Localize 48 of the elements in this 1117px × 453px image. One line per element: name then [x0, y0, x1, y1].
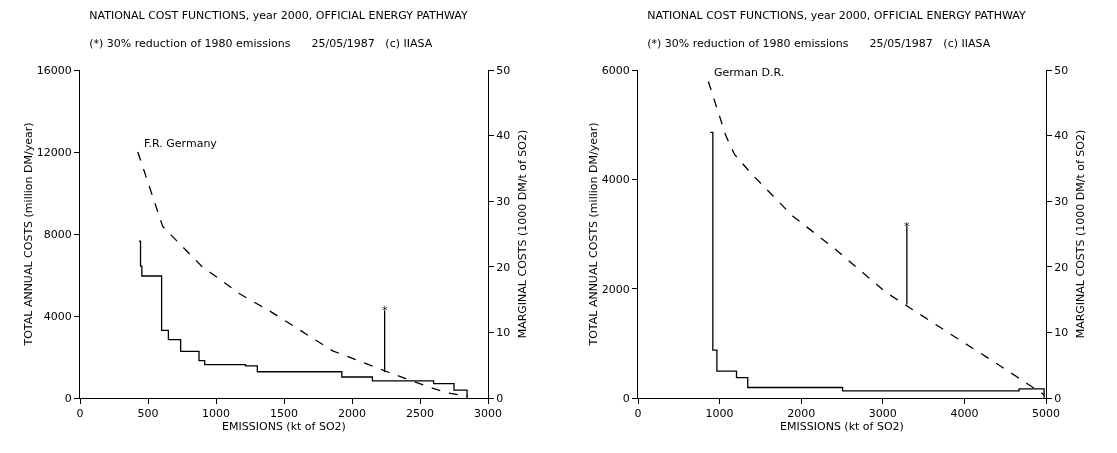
y-tick-label: 4000 — [43, 309, 72, 323]
chart-subtitle: (*) 30% reduction of 1980 emissions 25/05/1987 (c) IIASA — [89, 37, 433, 51]
x-tick-label: 1000 — [705, 407, 734, 421]
y2-tick-label: 10 — [1054, 326, 1069, 340]
x-axis-title: EMISSIONS (kt of SO2) — [222, 420, 346, 434]
y2-tick-label: 30 — [1054, 195, 1069, 209]
y2-axis-title: MARGINAL COSTS (1000 DM/t of SO2) — [1073, 129, 1087, 339]
x-tick-label: 0 — [76, 407, 84, 421]
x-tick-label: 0 — [634, 407, 642, 421]
y2-tick-label: 20 — [496, 260, 511, 274]
y-axis-title: TOTAL ANNUAL COSTS (million DM/year) — [21, 122, 35, 347]
y2-tick-label: 20 — [1054, 260, 1069, 274]
y-tick-label: 16000 — [36, 63, 72, 77]
y2-tick-label: 50 — [496, 63, 511, 77]
x-tick-label: 2500 — [406, 407, 434, 421]
chart-subtitle: (*) 30% reduction of 1980 emissions 25/05/1987 (c) IIASA — [647, 37, 991, 51]
y2-tick-label: 40 — [1054, 129, 1069, 143]
x-tick-label: 2000 — [338, 407, 366, 421]
x-tick-label: 1000 — [202, 407, 230, 421]
annotation: F.R. Germany — [144, 137, 218, 150]
y2-tick-label: 50 — [1054, 63, 1069, 77]
y-tick-label: 2000 — [601, 282, 630, 296]
annotation: German D.R. — [714, 66, 785, 79]
x-axis-title: EMISSIONS (kt of SO2) — [780, 420, 904, 434]
x-tick-label: 3000 — [474, 407, 502, 421]
x-tick-label: 2000 — [787, 407, 816, 421]
y-tick-label: 12000 — [36, 145, 72, 159]
y-tick-label: 6000 — [601, 63, 630, 77]
x-tick-label: 3000 — [868, 407, 897, 421]
annotation: * — [904, 220, 910, 233]
y2-tick-label: 30 — [496, 195, 511, 209]
chart-title: NATIONAL COST FUNCTIONS, year 2000, OFFICIAL ENERGY PATHWAY — [89, 9, 468, 23]
y2-tick-label: 0 — [1054, 391, 1062, 405]
y2-tick-label: 40 — [496, 129, 511, 143]
y-tick-label: 4000 — [601, 173, 630, 187]
chart-title: NATIONAL COST FUNCTIONS, year 2000, OFFICIAL ENERGY PATHWAY — [647, 9, 1026, 23]
y2-axis-title: MARGINAL COSTS (1000 DM/t of SO2) — [515, 129, 529, 339]
x-tick-label: 1500 — [270, 407, 298, 421]
y-axis-title: TOTAL ANNUAL COSTS (million DM/year) — [586, 122, 600, 347]
x-tick-label: 500 — [137, 407, 159, 421]
y-tick-label: 0 — [64, 391, 72, 405]
y2-tick-label: 10 — [496, 326, 511, 340]
y-tick-label: 0 — [622, 391, 630, 405]
x-tick-label: 4000 — [950, 407, 979, 421]
annotation: * — [382, 304, 388, 317]
y2-tick-label: 0 — [496, 391, 504, 405]
x-tick-label: 5000 — [1032, 407, 1060, 421]
y-tick-label: 8000 — [43, 227, 72, 241]
